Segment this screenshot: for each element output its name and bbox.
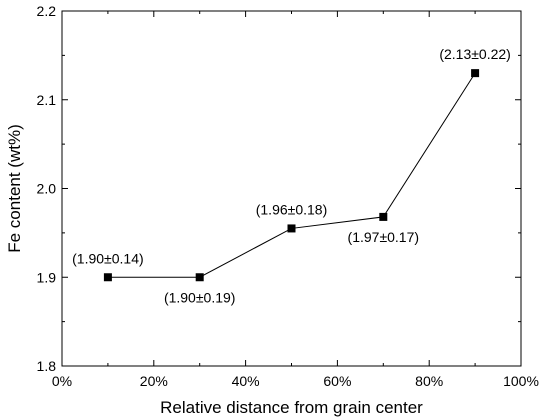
x-tick-label: 80% (415, 373, 443, 389)
plot-frame (61, 10, 522, 367)
data-labels: (1.90±0.14) (1.90±0.19) (1.96±0.18) (1.97±0… (72, 46, 511, 305)
data-label: (1.90±0.19) (164, 289, 236, 305)
x-tick-label: 100% (503, 373, 539, 389)
data-label: (1.96±0.18) (256, 201, 328, 217)
data-point (287, 224, 296, 233)
y-axis-label: Fe content (wt%) (5, 124, 24, 253)
y-axis: 1.8 1.9 2.0 2.1 2.2 (37, 3, 521, 374)
data-point (103, 273, 112, 282)
x-axis: 0% 20% 40% 60% 80% 100% (52, 11, 539, 389)
data-point (379, 212, 388, 221)
y-tick-label: 1.8 (37, 358, 57, 374)
x-tick-label: 60% (323, 373, 351, 389)
data-point (471, 69, 480, 78)
x-tick-label: 20% (140, 373, 168, 389)
data-label: (2.13±0.22) (439, 46, 511, 62)
x-axis-label: Relative distance from grain center (160, 398, 423, 417)
y-tick-label: 2.1 (37, 92, 57, 108)
data-markers (103, 69, 480, 282)
x-tick-label: 40% (232, 373, 260, 389)
y-tick-label: 2.2 (37, 3, 57, 19)
x-tick-label: 0% (52, 373, 72, 389)
y-tick-label: 1.9 (37, 269, 57, 285)
data-label: (1.97±0.17) (348, 229, 420, 245)
data-label: (1.90±0.14) (72, 250, 144, 266)
data-point (195, 273, 204, 282)
series-line (107, 72, 476, 278)
y-tick-label: 2.0 (37, 181, 57, 197)
